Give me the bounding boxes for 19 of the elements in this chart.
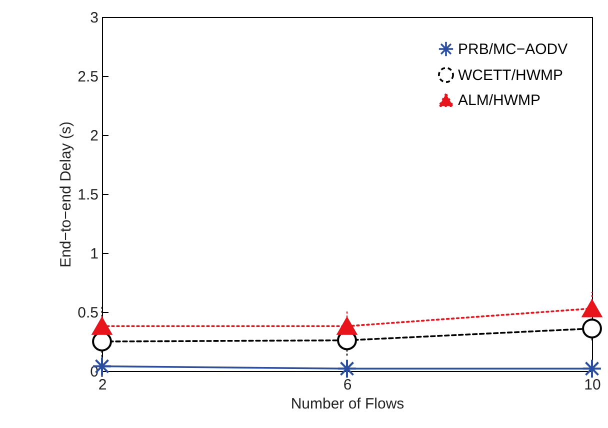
y-tick-label: 2.5 [78, 68, 98, 86]
y-tick-label: 2 [90, 128, 98, 144]
point [337, 317, 357, 335]
x-axis-title: Number of Flows [290, 396, 404, 412]
y-tick-label: 1.5 [78, 186, 98, 204]
legend-label: ALM/HWMP [458, 92, 540, 109]
y-tick-label: 0.5 [78, 304, 98, 322]
x-tick-label: 10 [584, 376, 601, 394]
point [582, 300, 602, 318]
legend-label: PRB/MC−AODV [458, 41, 568, 58]
legend-label: WCETT/HWMP [458, 67, 563, 84]
point [92, 317, 112, 335]
y-tick-label: 3 [90, 10, 98, 26]
point [582, 318, 602, 338]
x-tick-label: 6 [343, 376, 352, 394]
y-tick-label: 1 [90, 246, 98, 262]
point [582, 358, 602, 379]
y-axis-title: End−to−end Delay (s) [58, 122, 75, 268]
point [337, 358, 357, 379]
